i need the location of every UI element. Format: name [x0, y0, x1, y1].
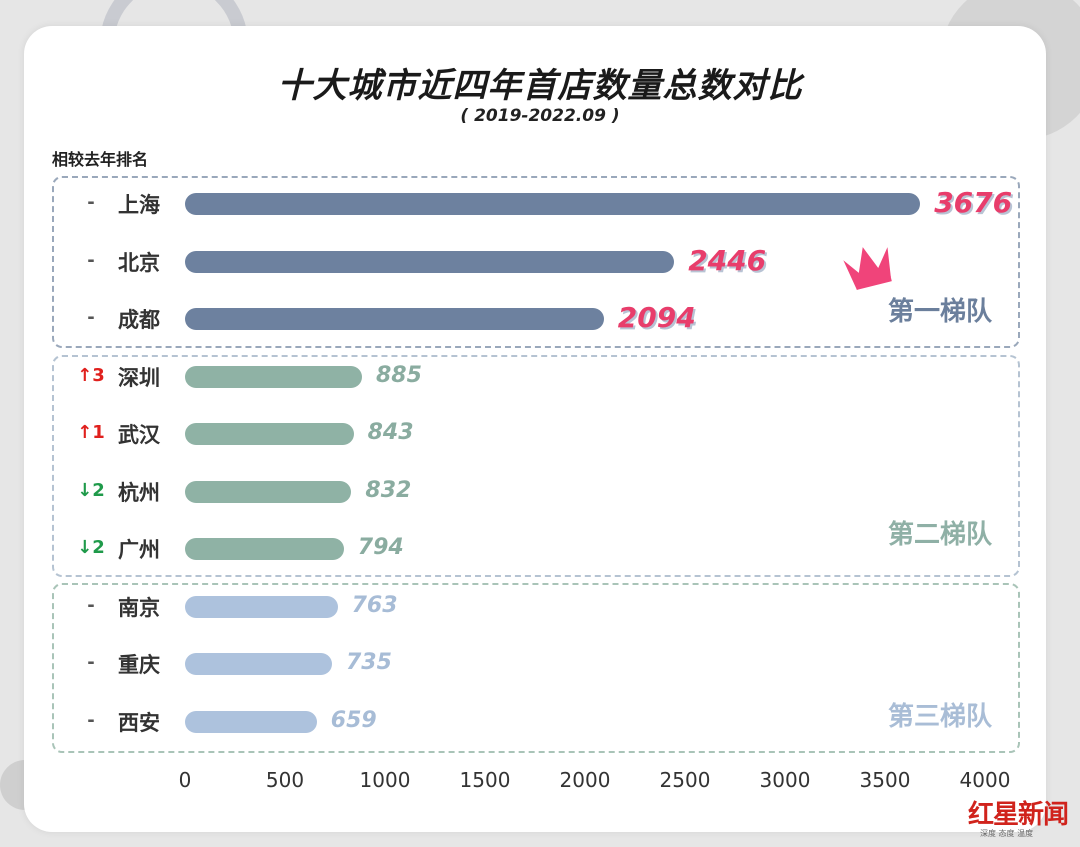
bar	[185, 480, 352, 503]
data-label: 735	[346, 650, 392, 675]
x-tick-label: 2500	[659, 768, 711, 792]
bar	[185, 365, 362, 388]
bar	[185, 538, 344, 560]
bar	[185, 710, 317, 733]
data-label: 3676	[934, 186, 1013, 219]
bar	[185, 423, 354, 445]
rank-change: -	[87, 249, 95, 271]
tier-1-box: 第一梯队	[52, 176, 1020, 348]
bar	[185, 193, 921, 215]
category-label: 杭州	[118, 480, 160, 505]
bar	[185, 308, 604, 330]
x-tick-label: 1500	[459, 768, 511, 792]
data-label: 832	[365, 477, 412, 503]
bar	[185, 250, 675, 273]
category-label: 北京	[118, 250, 160, 275]
data-label: 659	[330, 707, 377, 733]
tier-2-label: 第二梯队	[887, 520, 992, 550]
rank-change: ↑1	[77, 422, 105, 443]
x-tick-label: 500	[265, 768, 305, 792]
category-label: 重庆	[118, 653, 160, 677]
category-label: 南京	[118, 595, 160, 620]
chart-subtitle: ( 2019-2022.09 )	[460, 106, 620, 126]
brand-slogan: 深度 态度 温度	[980, 829, 1034, 838]
rank-change: -	[87, 192, 95, 213]
crown-icon	[843, 247, 892, 290]
category-label: 广州	[118, 538, 160, 562]
x-tick-label: 0	[178, 768, 192, 792]
rank-change: -	[87, 307, 95, 328]
tier-3-label: 第三梯队	[887, 702, 992, 732]
rank-change: ↓2	[77, 537, 105, 558]
tier-2-box: 第二梯队	[52, 355, 1020, 577]
tier-1-label: 第一梯队	[887, 297, 992, 327]
data-label: 794	[357, 535, 404, 560]
bar	[185, 653, 332, 675]
data-label: 763	[351, 592, 398, 618]
category-label: 深圳	[118, 365, 160, 390]
data-label: 843	[367, 420, 414, 445]
rank-change: ↑3	[77, 364, 105, 386]
rank-change: ↓2	[77, 479, 105, 501]
category-label: 武汉	[118, 423, 160, 447]
x-tick-label: 4000	[959, 768, 1011, 792]
chart-title: 十大城市近四年首店数量总数对比	[277, 66, 803, 106]
bar	[185, 595, 338, 618]
x-tick-label: 3000	[759, 768, 811, 792]
brand-logo: 红星新闻	[968, 800, 1069, 830]
category-label: 西安	[118, 710, 160, 735]
x-tick-label: 1000	[359, 768, 411, 792]
data-label: 2446	[688, 243, 767, 277]
tier-3-box: 第三梯队	[52, 583, 1020, 753]
data-label: 2094	[617, 301, 696, 334]
rank-change: -	[87, 709, 95, 731]
x-tick-label: 3500	[859, 768, 911, 792]
category-label: 成都	[118, 308, 160, 332]
rank-change: -	[87, 594, 95, 616]
rank-change-header: 相较去年排名	[52, 150, 149, 169]
rank-change: -	[87, 652, 95, 673]
data-label: 885	[376, 362, 422, 388]
x-tick-label: 2000	[559, 768, 611, 792]
category-label: 上海	[118, 193, 160, 217]
